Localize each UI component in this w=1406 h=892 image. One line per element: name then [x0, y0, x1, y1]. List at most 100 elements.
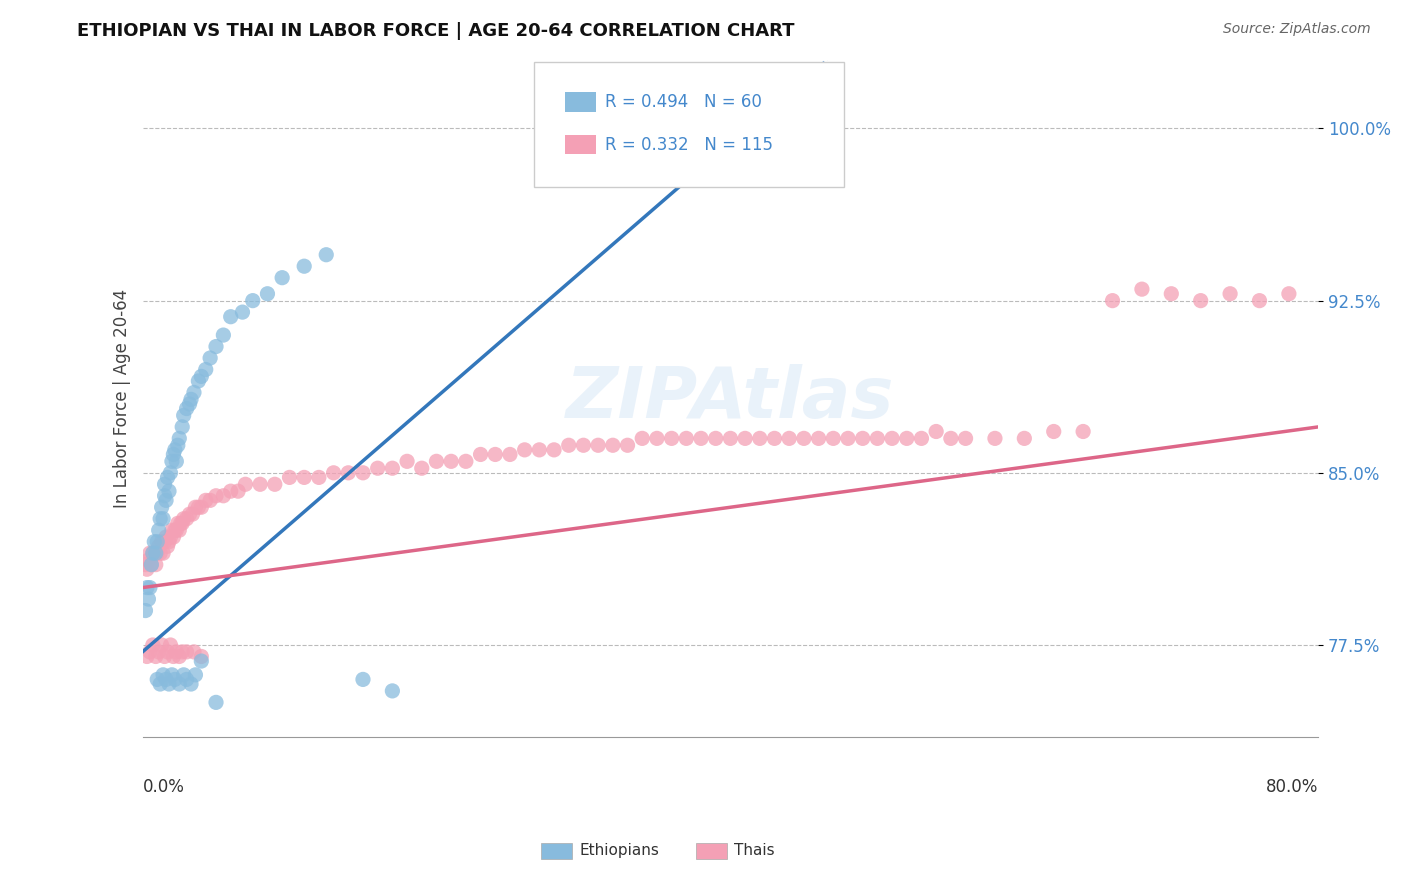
Point	[146, 534, 169, 549]
Point	[136, 562, 159, 576]
Point	[322, 466, 344, 480]
Text: ETHIOPIAN VS THAI IN LABOR FORCE | AGE 20-64 CORRELATION CHART: ETHIOPIAN VS THAI IN LABOR FORCE | AGE 2…	[77, 22, 794, 40]
Point	[631, 431, 654, 445]
Point	[146, 673, 169, 687]
Point	[163, 673, 186, 687]
Point	[763, 431, 786, 445]
Point	[278, 470, 301, 484]
Point	[823, 431, 845, 445]
Point	[226, 484, 249, 499]
Point	[381, 684, 404, 698]
Point	[148, 645, 170, 659]
Point	[153, 534, 176, 549]
Point	[139, 546, 162, 560]
Point	[165, 523, 187, 537]
Point	[172, 516, 194, 531]
Point	[176, 645, 198, 659]
Point	[470, 447, 492, 461]
Point	[169, 649, 191, 664]
Point	[734, 431, 756, 445]
Point	[159, 638, 181, 652]
Point	[150, 638, 173, 652]
Point	[661, 431, 683, 445]
Point	[454, 454, 477, 468]
Point	[148, 539, 170, 553]
Point	[1249, 293, 1271, 308]
Point	[159, 530, 181, 544]
Point	[645, 431, 668, 445]
Point	[142, 546, 165, 560]
Point	[572, 438, 595, 452]
Point	[173, 512, 195, 526]
Point	[136, 581, 159, 595]
Point	[165, 454, 187, 468]
Point	[166, 438, 188, 452]
Point	[173, 409, 195, 423]
Point	[256, 286, 278, 301]
Point	[1071, 425, 1094, 439]
Point	[190, 500, 212, 515]
Point	[148, 523, 170, 537]
Point	[162, 649, 184, 664]
Point	[212, 328, 235, 343]
Point	[499, 447, 522, 461]
Point	[180, 392, 202, 407]
Point	[219, 310, 242, 324]
Point	[180, 677, 202, 691]
Point	[586, 438, 609, 452]
Point	[1042, 425, 1064, 439]
Point	[162, 447, 184, 461]
Text: Source: ZipAtlas.com: Source: ZipAtlas.com	[1223, 22, 1371, 37]
Point	[173, 668, 195, 682]
Point	[157, 677, 180, 691]
Point	[181, 507, 204, 521]
Text: Thais: Thais	[734, 844, 775, 858]
Point	[187, 374, 209, 388]
Point	[143, 534, 166, 549]
Point	[212, 489, 235, 503]
Point	[150, 500, 173, 515]
Point	[513, 442, 536, 457]
Point	[690, 431, 713, 445]
Point	[152, 546, 174, 560]
Point	[150, 534, 173, 549]
Point	[139, 645, 162, 659]
Point	[163, 523, 186, 537]
Point	[169, 677, 191, 691]
Point	[145, 558, 167, 572]
Point	[149, 677, 172, 691]
Point	[1219, 286, 1241, 301]
Point	[910, 431, 932, 445]
Point	[183, 645, 205, 659]
Point	[146, 546, 169, 560]
Point	[194, 362, 217, 376]
Point	[315, 248, 337, 262]
Point	[425, 454, 447, 468]
Point	[160, 454, 183, 468]
Point	[149, 546, 172, 560]
Point	[152, 668, 174, 682]
Point	[235, 477, 257, 491]
Point	[176, 673, 198, 687]
Text: 80.0%: 80.0%	[1265, 778, 1319, 797]
Point	[172, 420, 194, 434]
Point	[187, 500, 209, 515]
Point	[138, 553, 160, 567]
Point	[145, 649, 167, 664]
Point	[160, 523, 183, 537]
Point	[381, 461, 404, 475]
Point	[308, 470, 330, 484]
Point	[1101, 293, 1123, 308]
Point	[484, 447, 506, 461]
Point	[179, 397, 201, 411]
Point	[184, 668, 207, 682]
Point	[271, 270, 294, 285]
Point	[543, 442, 565, 457]
Point	[249, 477, 271, 491]
Point	[153, 477, 176, 491]
Point	[219, 484, 242, 499]
Point	[190, 369, 212, 384]
Point	[205, 340, 228, 354]
Point	[675, 431, 697, 445]
Point	[155, 530, 177, 544]
